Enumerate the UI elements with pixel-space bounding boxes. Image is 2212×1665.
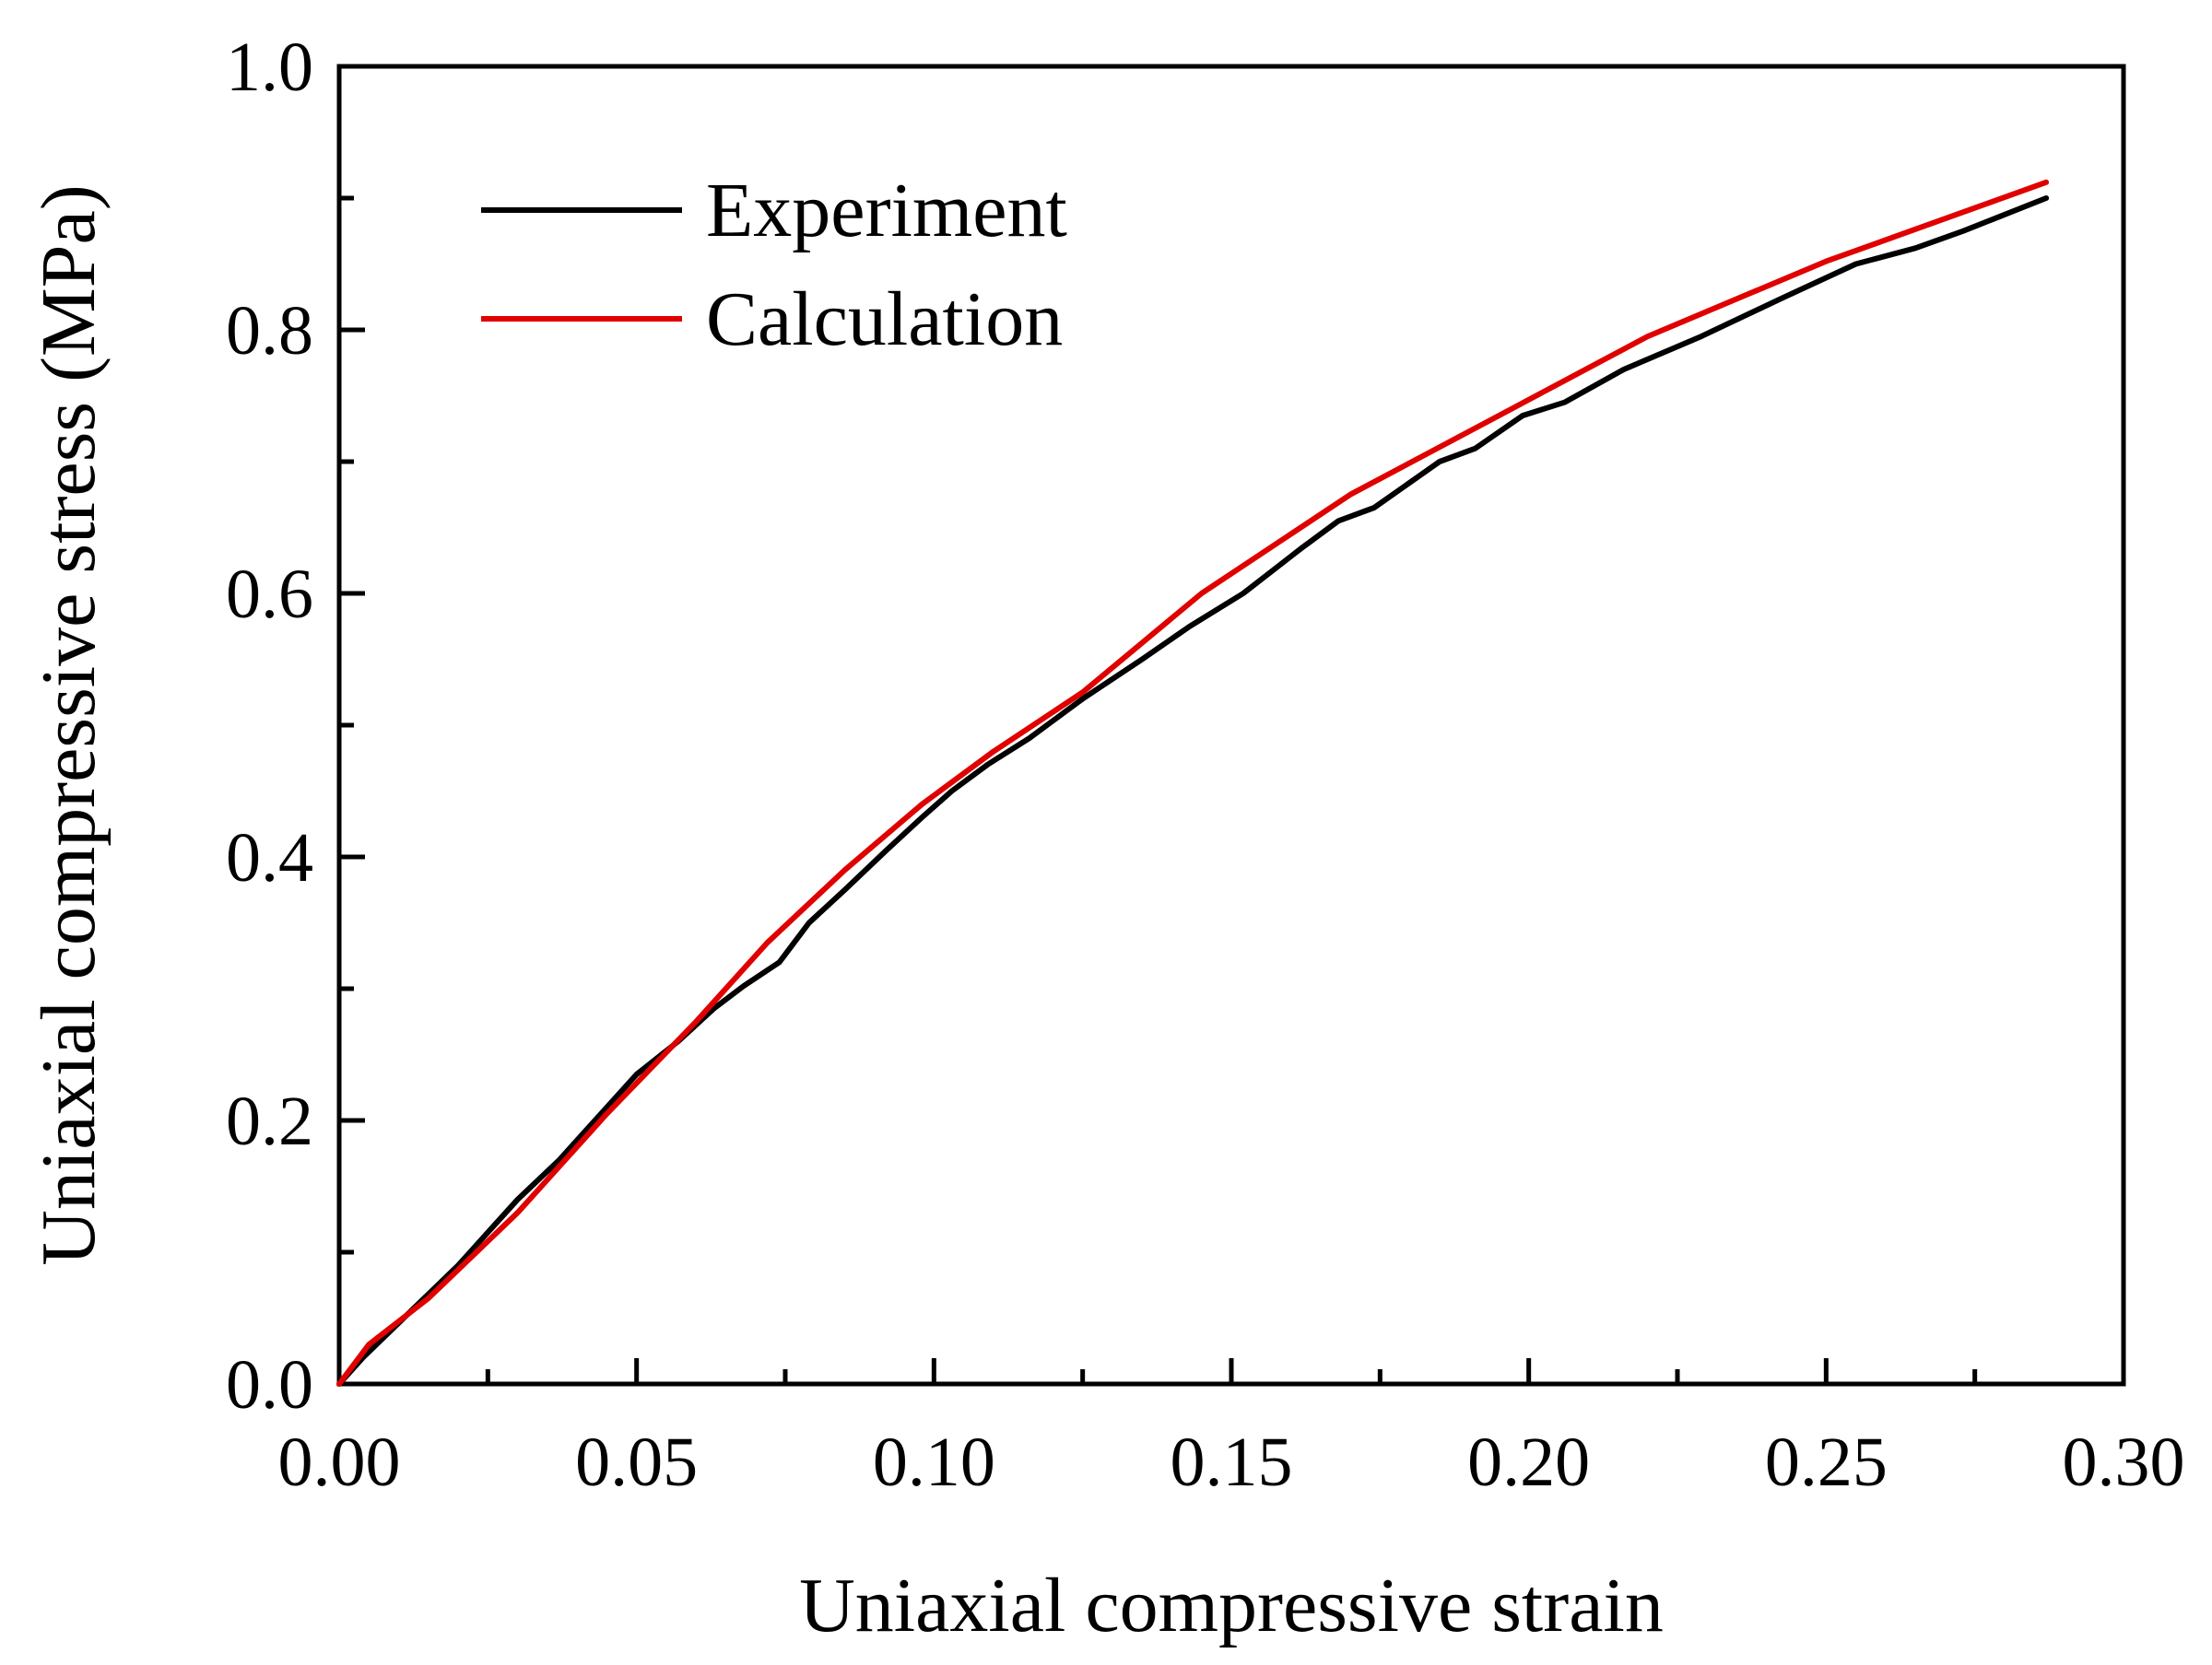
x-tick-label: 0.10 — [873, 1424, 995, 1501]
y-tick-label: 1.0 — [226, 29, 313, 106]
y-tick-label: 0.8 — [226, 292, 313, 369]
x-tick-label: 0.20 — [1467, 1424, 1590, 1501]
series-line-calculation — [336, 179, 2050, 1387]
legend-label-experiment: Experiment — [706, 168, 1067, 253]
y-tick-label: 0.0 — [226, 1346, 313, 1424]
y-tick-label: 0.2 — [226, 1083, 313, 1160]
y-axis-ticks: 0.0 0.2 0.4 0.6 0.8 1.0 — [226, 29, 365, 1424]
x-tick-label: 0.15 — [1171, 1424, 1293, 1501]
x-tick-label: 0.25 — [1765, 1424, 1888, 1501]
series-lines — [336, 179, 2050, 1387]
series-line-experiment — [336, 195, 2050, 1387]
x-tick-label: 0.05 — [575, 1424, 698, 1501]
y-axis-title: Uniaxial compressive stress (MPa) — [26, 184, 112, 1265]
legend-label-calculation: Calculation — [706, 276, 1063, 362]
y-tick-label: 0.6 — [226, 556, 313, 633]
legend: Experiment Calculation — [481, 168, 1067, 362]
x-axis-title: Uniaxial compressive strain — [799, 1563, 1664, 1648]
y-tick-label: 0.4 — [226, 819, 313, 897]
x-tick-label: 0.00 — [278, 1424, 401, 1501]
x-tick-label: 0.30 — [2063, 1424, 2185, 1501]
x-axis-ticks: 0.00 0.05 0.10 0.15 0.20 0.25 0.30 — [278, 1358, 2185, 1501]
